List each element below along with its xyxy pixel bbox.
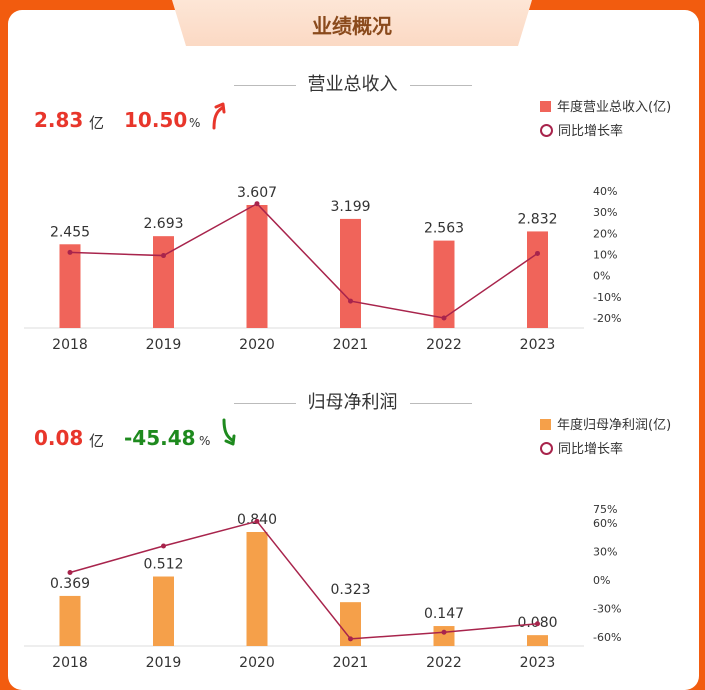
legend-circle-icon [540,124,553,137]
legend-line-label: 同比增长率 [558,442,624,457]
profit-kpi-value: 0.08 [34,426,84,450]
legend-swatch [540,101,551,112]
legend-line-label: 同比增长率 [558,124,624,139]
x-tick-label: 2020 [239,337,275,353]
bar-value-label: 2.455 [50,224,90,240]
growth-point [441,315,447,321]
legend-bar-label: 年度归母净利润(亿) [557,418,672,433]
bar [433,626,455,646]
x-tick-label: 2022 [426,655,462,671]
x-tick-label: 2023 [520,337,556,353]
growth-point [161,253,166,259]
revenue-section-title: 营业总收入 [0,70,705,96]
legend-bar-label: 年度营业总收入(亿) [557,100,672,115]
right-axis-tick-label: -60% [593,631,621,644]
revenue-kpi-unit: 亿 [89,114,105,132]
bar [153,576,174,646]
x-tick-label: 2019 [146,655,182,671]
right-axis-tick-label: 40% [593,185,617,198]
profit-kpi-unit: 亿 [89,432,105,450]
title-divider [409,402,472,404]
right-axis-tick-label: 30% [593,546,617,559]
x-tick-label: 2019 [146,337,182,353]
x-tick-label: 2018 [52,655,88,671]
growth-point [348,298,353,304]
bar-value-label: 0.147 [424,606,464,622]
page-title: 业绩概况 [312,14,392,38]
revenue-kpi-growth: 10.50 [124,108,188,132]
bar [59,595,81,646]
growth-point [254,518,260,524]
profit-legend-line: 同比增长率 [540,438,623,457]
right-axis-tick-label: 20% [593,227,617,240]
x-tick-label: 2021 [333,655,369,671]
x-tick-label: 2023 [520,655,556,671]
revenue-title-text: 营业总收入 [307,74,398,95]
right-axis-tick-label: -30% [593,603,621,616]
right-axis-tick-label: -10% [593,291,621,304]
legend-swatch [540,419,551,430]
title-divider [233,402,296,404]
right-axis-tick-label: 10% [593,249,617,262]
growth-point [348,636,353,642]
bar-value-label: 2.832 [517,211,557,227]
growth-point [441,629,447,635]
bar-value-label: 0.323 [330,582,370,598]
bar [246,205,268,328]
bar [340,218,361,328]
bar [246,532,268,646]
header-tab [172,0,532,46]
bar-value-label: 3.607 [237,185,277,201]
right-axis-tick-label: 0% [593,270,610,283]
bar-value-label: 2.563 [424,221,464,237]
revenue-kpi-pct: % [189,116,201,130]
header-title-wrap: 业绩概况 [172,0,532,48]
growth-point [67,249,73,255]
profit-kpi-growth: -45.48 [124,426,196,450]
legend-circle-icon [540,442,553,455]
growth-point [535,250,540,256]
bar [59,244,81,328]
profit-title-text: 归母净利润 [307,392,398,413]
x-tick-label: 2021 [333,337,369,353]
trend-up-icon [212,102,226,130]
bar-value-label: 3.199 [330,199,370,215]
bar [340,602,361,646]
title-divider [409,84,472,86]
performance-card [8,10,699,690]
growth-point [161,543,166,549]
bar-value-label: 0.512 [143,557,183,573]
x-tick-label: 2022 [426,337,462,353]
bar [153,236,174,328]
right-axis-tick-label: 0% [593,574,610,587]
bar [433,240,455,328]
title-divider [233,84,296,86]
bar-value-label: 2.693 [143,216,183,232]
bar [527,635,548,646]
revenue-kpi-value: 2.83 [34,108,84,132]
growth-point [67,570,73,576]
right-axis-tick-label: 75% [593,503,617,516]
revenue-legend-bar: 年度营业总收入(亿) [540,96,671,115]
bar-value-label: 0.369 [50,576,90,592]
bar [527,231,548,328]
revenue-legend-line: 同比增长率 [540,120,623,139]
growth-line [69,520,538,640]
right-axis-tick-label: -20% [593,312,621,325]
profit-kpi-pct: % [199,434,211,448]
x-tick-label: 2020 [239,655,275,671]
x-tick-label: 2018 [52,337,88,353]
profit-legend-bar: 年度归母净利润(亿) [540,414,671,433]
growth-line [69,202,538,319]
profit-section-title: 归母净利润 [0,388,705,414]
right-axis-tick-label: 30% [593,206,617,219]
trend-down-icon [222,418,236,446]
right-axis-tick-label: 60% [593,517,617,530]
growth-point [535,621,540,627]
growth-point [254,201,260,207]
